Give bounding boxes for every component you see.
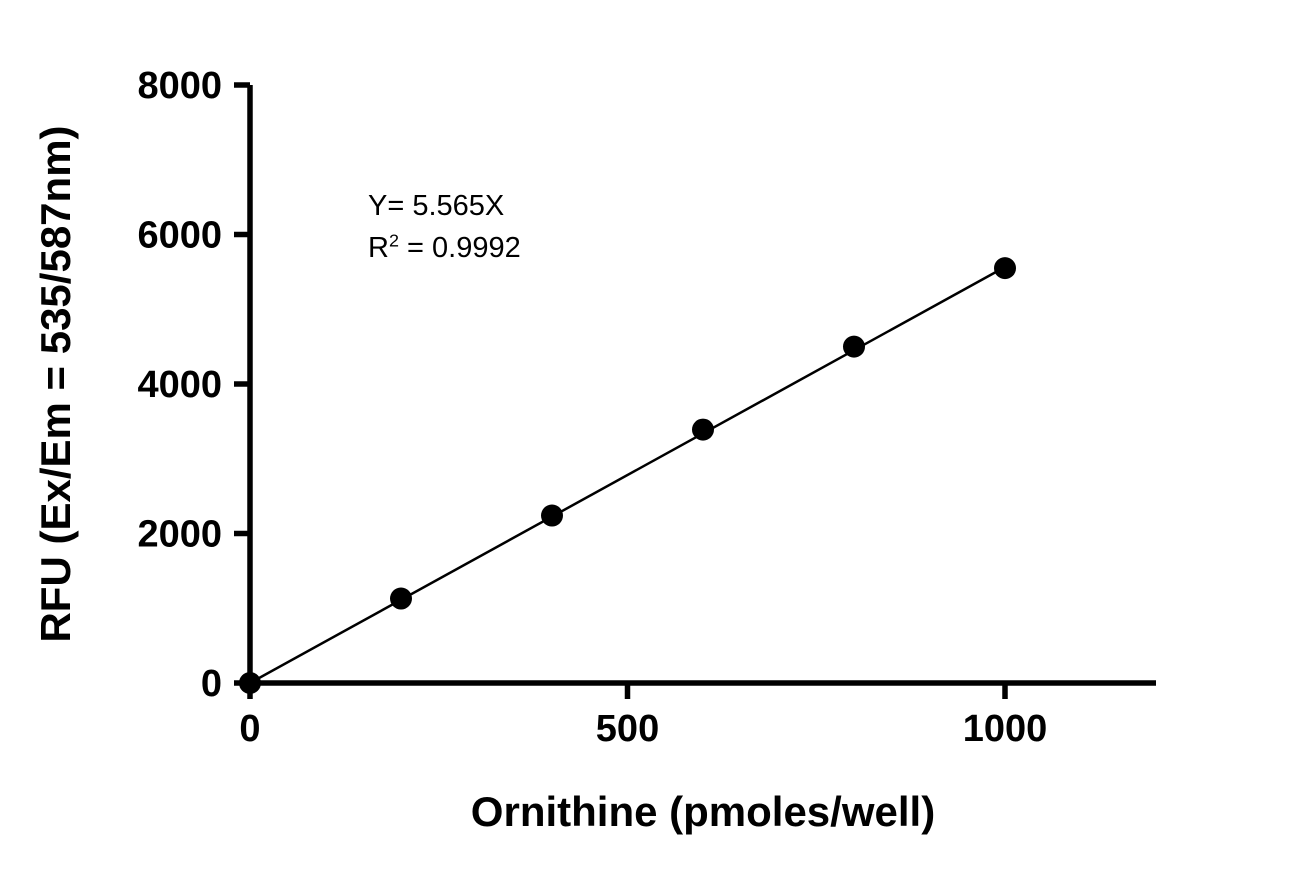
- data-point: [843, 335, 865, 358]
- fit-annotation: Y= 5.565X R2 = 0.9992: [368, 185, 521, 269]
- data-point: [390, 587, 412, 610]
- fit-line: [249, 265, 1006, 685]
- fit-r-squared: R2 = 0.9992: [368, 227, 521, 269]
- r-squared-value: = 0.9992: [398, 232, 521, 265]
- y-tick-label: 6000: [137, 215, 222, 257]
- data-point: [239, 672, 261, 694]
- y-axis-title: RFU (Ex/Em = 535/587nm): [32, 125, 79, 643]
- x-axis-title: Ornithine (pmoles/well): [470, 788, 936, 835]
- data-point: [994, 257, 1016, 280]
- y-tick-label: 0: [201, 663, 222, 705]
- r-squared-exponent: 2: [388, 230, 399, 251]
- y-tick-label: 8000: [137, 65, 222, 107]
- data-point: [541, 504, 563, 527]
- y-tick-label: 4000: [137, 364, 222, 406]
- x-tick-label: 500: [596, 708, 659, 750]
- x-tick-label: 0: [239, 708, 260, 750]
- y-tick-label: 2000: [137, 514, 222, 556]
- data-point: [692, 418, 714, 441]
- x-tick-label: 1000: [963, 708, 1048, 750]
- r-squared-base: R: [368, 232, 389, 265]
- fit-equation: Y= 5.565X: [368, 190, 505, 222]
